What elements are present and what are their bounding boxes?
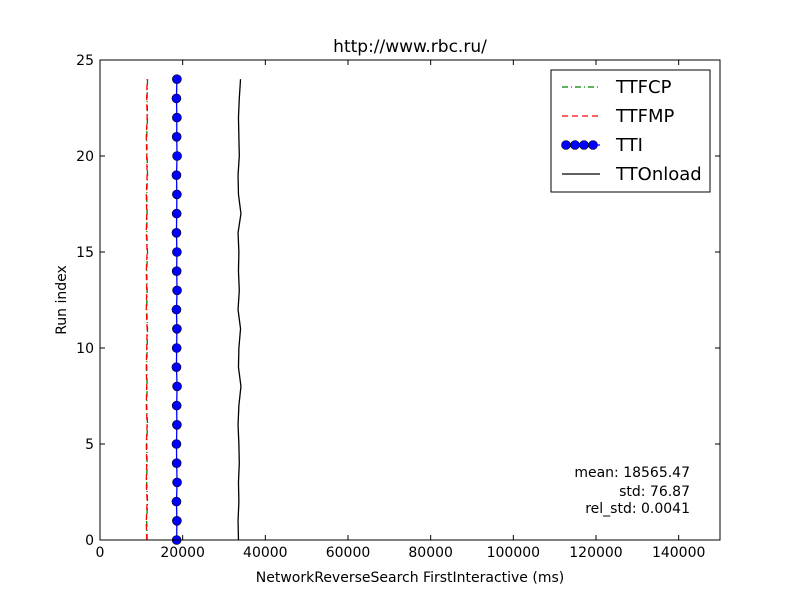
x-tick-label: 140000 xyxy=(652,545,705,561)
data-point-tti xyxy=(171,458,182,469)
x-tick-label: 60000 xyxy=(326,545,371,561)
legend-marker xyxy=(588,140,598,150)
data-point-tti xyxy=(172,381,182,392)
y-axis-label: Run index xyxy=(54,265,70,335)
data-point-tti xyxy=(171,208,182,219)
legend-marker xyxy=(570,140,580,150)
stats-box: mean: 18565.47 std: 76.87 rel_std: 0.004… xyxy=(574,465,690,517)
y-tick-label: 10 xyxy=(76,341,94,357)
chart-title: http://www.rbc.ru/ xyxy=(333,37,487,57)
stat-mean: mean: 18565.47 xyxy=(574,465,690,481)
x-tick-label: 100000 xyxy=(487,545,540,561)
legend-box xyxy=(550,69,711,193)
y-tick-label: 5 xyxy=(85,437,94,453)
x-tick-label: 120000 xyxy=(569,545,622,561)
y-tick-label: 0 xyxy=(85,533,94,549)
x-axis-label: NetworkReverseSearch FirstInteractive (m… xyxy=(256,570,564,586)
data-point-tti xyxy=(172,74,182,84)
data-point-tti xyxy=(172,247,182,257)
plot-area-frame xyxy=(99,59,721,541)
data-point-tti xyxy=(171,132,182,142)
data-point-tti xyxy=(171,93,182,104)
legend-label-ttfmp: TTFMP xyxy=(615,106,675,127)
legend-marker xyxy=(579,140,589,150)
x-tick-label: 40000 xyxy=(243,545,288,561)
x-tick-label: 80000 xyxy=(408,545,453,561)
data-point-tti xyxy=(171,170,182,180)
series-line-ttfmp xyxy=(145,79,148,541)
y-tick-label: 15 xyxy=(76,245,94,261)
legend-label-ttonload: TTOnload xyxy=(615,164,702,185)
legend-marker xyxy=(561,140,571,150)
y-tick-label: 20 xyxy=(76,149,94,165)
data-point-tti xyxy=(171,400,182,411)
legend: TTFCP TTFMP TTI TTOnload xyxy=(550,69,711,193)
legend-label-tti: TTI xyxy=(615,135,643,156)
data-point-tti xyxy=(172,477,182,488)
x-tick-label: 0 xyxy=(96,545,105,561)
legend-label-ttfcp: TTFCP xyxy=(615,77,672,98)
data-point-tti xyxy=(171,496,182,507)
data-point-tti xyxy=(172,515,182,526)
series-line-ttonload xyxy=(237,79,242,541)
data-point-tti xyxy=(171,228,182,238)
data-point-tti xyxy=(171,304,182,315)
data-point-tti xyxy=(172,285,182,296)
y-tick-label: 25 xyxy=(76,53,94,69)
data-point-tti xyxy=(171,362,182,373)
data-point-tti xyxy=(171,343,182,353)
data-point-tti xyxy=(171,439,182,449)
data-point-tti xyxy=(172,189,182,200)
x-tick-label: 20000 xyxy=(160,545,205,561)
data-point-tti xyxy=(172,419,182,430)
stat-rel-std: rel_std: 0.0041 xyxy=(585,501,690,517)
data-point-tti xyxy=(172,151,182,161)
data-point-tti xyxy=(172,112,182,123)
stat-std: std: 76.87 xyxy=(619,484,690,500)
data-point-tti xyxy=(172,323,182,334)
data-point-tti xyxy=(171,266,182,277)
